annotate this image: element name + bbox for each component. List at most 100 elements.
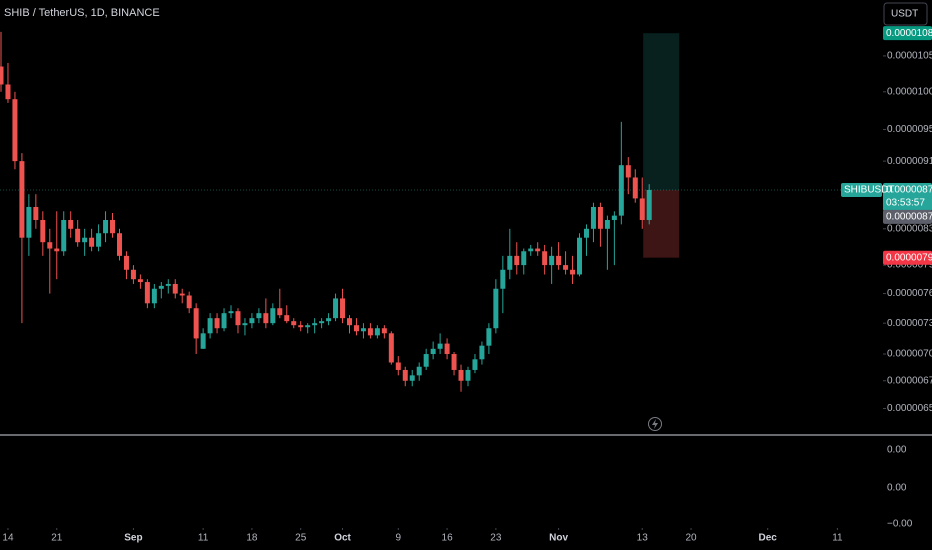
candle-body [535,248,541,252]
candle-body [263,313,269,324]
candle-body [249,318,255,324]
target-zone [643,33,680,190]
candle-body [395,362,401,370]
x-tick-label: 13 [637,533,649,544]
candle-body [110,219,116,234]
candle-body [416,366,422,376]
x-tick-label: 16 [442,533,454,544]
candle-body [360,328,366,332]
candle-body [291,321,297,326]
candle-body [479,345,485,360]
stop-price-label-bg [883,250,932,265]
candle-body [40,219,46,243]
candle-body [367,328,373,336]
candle-body [347,318,352,326]
candle-body [437,343,443,349]
candle-body [486,328,492,346]
candle-body [465,369,471,381]
candle-body [409,375,415,381]
x-tick-label: Nov [549,533,568,544]
candle-body [89,237,95,247]
candle-body [319,321,325,324]
candle-body [137,279,143,283]
x-tick-label: 23 [490,533,502,544]
candle-body [47,242,53,249]
candle-body [305,325,311,328]
candle-body [54,248,60,252]
marker-price-label: 0.00000874 [886,211,932,222]
candle-body [563,265,569,270]
candle-body [165,283,171,286]
candle-body [353,325,359,332]
marker-price-label-bg [883,209,932,224]
symbol-label-bg [841,182,882,197]
target-price-label: 0.00001083 [886,28,932,39]
candle-body [151,288,157,304]
candle-body [256,313,262,319]
x-tick-label: 21 [51,533,63,544]
candle-body [221,313,227,329]
candle-body [549,255,555,266]
candle-body [597,206,603,229]
candle-body [61,219,67,252]
candle-body [646,189,652,220]
candle-body [458,369,464,381]
y-tick-label: 0.00000650 [887,403,932,414]
x-tick-label: 11 [832,533,843,544]
candle-body [214,318,220,329]
alert-icon [648,417,662,431]
x-tick-label: 20 [685,533,697,544]
candle-body [430,348,436,355]
candle-body [130,269,136,280]
candle-body [235,311,241,326]
candle-body [12,99,18,162]
candle-body [68,219,74,229]
candle-body [590,206,596,229]
candle-body [207,318,213,334]
candle-body [577,237,583,275]
candle-body [75,228,81,243]
lower-pane-tick-label: 0.00 [887,483,907,494]
candle-body [0,66,4,85]
candle-body [388,333,394,363]
lower-pane-tick-label: 0.00 [887,445,907,456]
candle-body [570,269,576,275]
candle-body [333,298,339,319]
candle-body [326,318,332,322]
candle-body [172,283,178,294]
candle-body [284,315,290,322]
candle-body [5,84,11,100]
candle-body [193,308,199,339]
candle-body [493,288,499,329]
candle-body [158,285,164,289]
target-price-label-bg [883,26,932,41]
candle-body [381,328,387,334]
candle-body [19,161,25,238]
x-tick-label: 11 [198,533,209,544]
candle-body [312,323,318,326]
candle-body [200,333,206,349]
candle-body [33,206,39,220]
candle-body [542,251,548,266]
x-tick-label: 14 [2,533,14,544]
candle-body [472,359,478,370]
candle-body [639,198,645,220]
currency-label[interactable]: USDT [891,9,918,20]
stop-price-label: 0.00000798 [886,252,932,263]
x-tick-label: Oct [334,533,351,544]
candle-body [611,215,617,220]
candle-body [402,369,408,381]
candle-body [228,311,234,314]
candle-body [242,323,248,326]
candle-body [82,237,88,243]
candle-body [618,165,624,216]
candle-body [179,293,185,296]
currency-button[interactable] [883,2,928,26]
last-price-label: 0.00000875 [886,185,932,196]
